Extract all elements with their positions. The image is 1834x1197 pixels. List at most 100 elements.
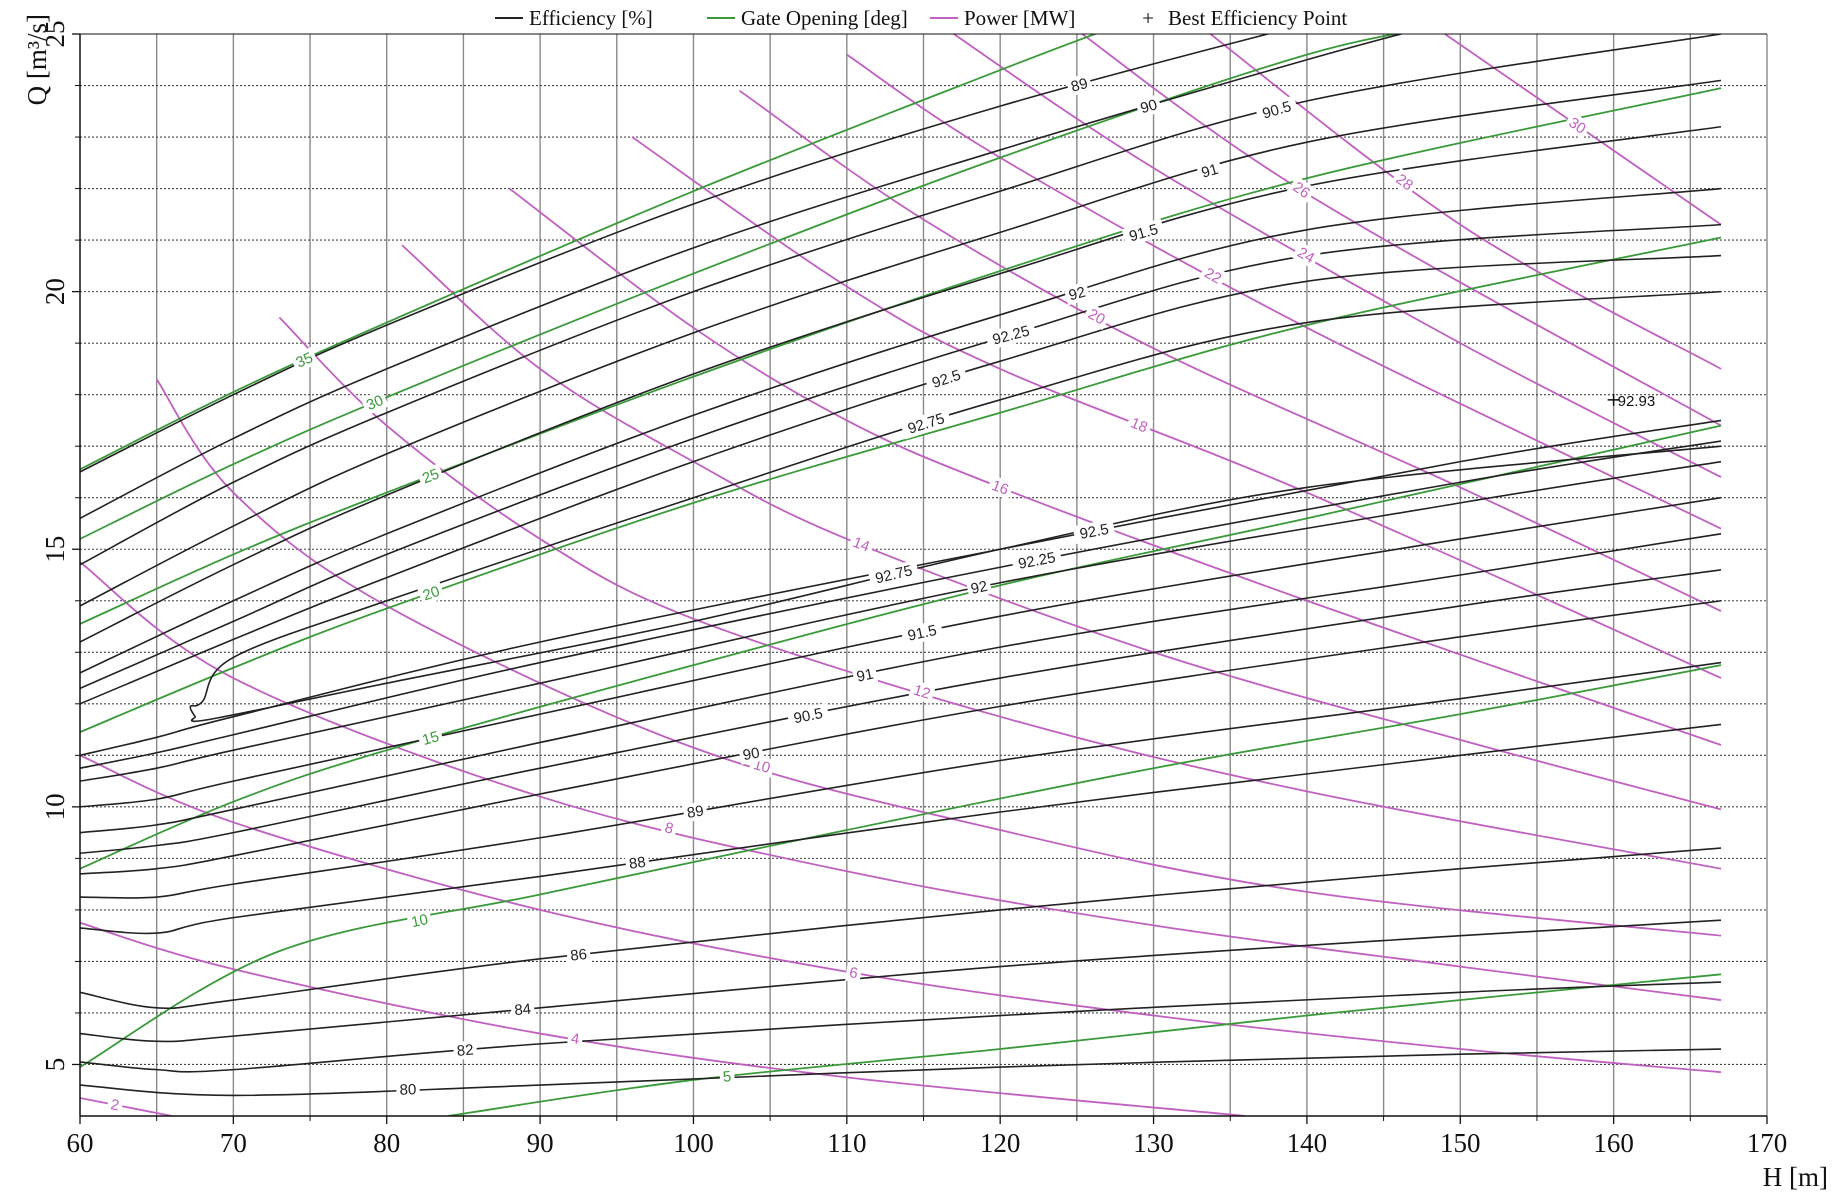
power-label-26: 26 — [1290, 179, 1313, 203]
power-label-4: 4 — [570, 1030, 581, 1048]
gate-label-5-wrap: 5 — [718, 1066, 736, 1087]
power-label-30-bg — [1562, 111, 1593, 140]
gate-label-20: 20 — [421, 583, 442, 605]
efficiency-label-91-bg — [851, 663, 879, 687]
efficiency-label-92.25: 92.25 — [1017, 549, 1057, 573]
x-tick-label: 160 — [1593, 1128, 1634, 1158]
best-efficiency-point-label: 92.93 — [1618, 393, 1656, 410]
power-label-24-bg — [1291, 241, 1321, 269]
efficiency-label-90.5-bg — [1254, 95, 1299, 125]
power-line-18 — [631, 136, 1722, 679]
power-label-4-wrap: 4 — [566, 1028, 584, 1049]
efficiency-label-92.25-bg — [984, 320, 1037, 351]
gate-label-5: 5 — [722, 1068, 732, 1086]
gate-label-25: 25 — [420, 466, 442, 488]
efficiency-line-89 — [80, 661, 1722, 899]
efficiency-line-92.75 — [189, 290, 1722, 718]
power-label-22: 22 — [1201, 265, 1224, 288]
efficiency-label-86-bg — [566, 944, 592, 965]
efficiency-label-88-bg — [624, 852, 651, 874]
efficiency-label-91: 91 — [855, 666, 875, 686]
gate-label-10: 10 — [410, 911, 430, 931]
efficiency-label-84-bg — [510, 999, 536, 1020]
efficiency-line-92.25 — [80, 440, 1722, 769]
efficiency-label-88: 88 — [628, 854, 647, 873]
efficiency-label-91: 91 — [1199, 161, 1220, 182]
gate-label-25-wrap: 25 — [416, 463, 445, 489]
efficiency-label-89-wrap: 89 — [682, 800, 709, 823]
gate-label-15-wrap: 15 — [416, 726, 445, 750]
efficiency-line-91 — [80, 532, 1722, 834]
power-label-26-bg — [1286, 175, 1317, 204]
efficiency-label-80-wrap: 80 — [396, 1080, 420, 1099]
efficiency-line-92.75 — [190, 445, 1722, 723]
x-tick-label: 130 — [1133, 1128, 1174, 1158]
power-line-26 — [1080, 34, 1722, 427]
efficiency-label-90.5: 90.5 — [792, 705, 824, 727]
efficiency-label-91-bg — [1196, 158, 1224, 183]
x-tick-label: 110 — [827, 1128, 867, 1158]
gate-line-5 — [447, 973, 1722, 1116]
power-label-18-bg — [1125, 412, 1154, 438]
x-tick-label: 60 — [67, 1128, 94, 1158]
x-tick-label: 150 — [1440, 1128, 1481, 1158]
power-label-30-wrap: 30 — [1562, 111, 1593, 140]
x-tick-label: 120 — [980, 1128, 1021, 1158]
efficiency-label-88-wrap: 88 — [624, 852, 651, 874]
efficiency-line-92 — [80, 187, 1722, 674]
efficiency-label-82: 82 — [456, 1041, 474, 1059]
power-label-2-bg — [106, 1094, 124, 1116]
gate-label-25-bg — [416, 463, 445, 489]
efficiency-label-92.5-bg — [1072, 518, 1116, 544]
power-label-4-bg — [566, 1028, 584, 1049]
gate-label-20-wrap: 20 — [417, 580, 446, 606]
x-tick-label: 70 — [220, 1128, 247, 1158]
power-label-8-wrap: 8 — [659, 817, 679, 839]
gate-label-35-bg — [290, 346, 319, 373]
series-layer — [80, 34, 1722, 1116]
efficiency-label-92.75-bg — [867, 559, 920, 589]
gate-label-35-wrap: 35 — [290, 346, 319, 373]
power-label-20-bg — [1082, 302, 1112, 331]
power-label-2: 2 — [109, 1096, 120, 1114]
gate-label-10-bg — [406, 909, 433, 932]
efficiency-label-90-wrap: 90 — [738, 742, 765, 765]
efficiency-label-92.5-bg — [924, 363, 969, 394]
power-label-14: 14 — [850, 534, 872, 556]
gate-label-30: 30 — [364, 392, 386, 414]
gate-line-10 — [80, 664, 1722, 1068]
power-label-24: 24 — [1294, 244, 1317, 267]
efficiency-label-92-bg — [965, 576, 993, 599]
power-label-28-wrap: 28 — [1389, 167, 1420, 197]
legend-label: Gate Opening [deg] — [741, 6, 908, 30]
y-tick-label: 25 — [40, 21, 70, 48]
legend-label: Best Efficiency Point — [1168, 6, 1347, 30]
gate-label-30-bg — [360, 389, 389, 416]
power-line-10 — [155, 378, 1722, 937]
efficiency-label-90: 90 — [741, 744, 761, 764]
gate-label-15: 15 — [420, 728, 441, 749]
legend-label: Efficiency [%] — [529, 6, 653, 30]
efficiency-label-82-wrap: 82 — [452, 1040, 478, 1061]
efficiency-label-89-bg — [1065, 73, 1093, 97]
power-line-16 — [508, 187, 1722, 746]
efficiency-line-80 — [80, 1048, 1722, 1097]
efficiency-label-91-wrap: 91 — [1196, 158, 1224, 183]
power-label-2-wrap: 2 — [106, 1094, 124, 1116]
gate-line-15 — [80, 424, 1722, 870]
power-label-16-bg — [986, 474, 1015, 500]
power-label-8: 8 — [663, 819, 675, 837]
gate-label-20-bg — [417, 580, 446, 606]
gate-label-30-wrap: 30 — [360, 389, 389, 416]
efficiency-label-91.5-bg — [1121, 218, 1166, 247]
power-line-4 — [80, 921, 1246, 1116]
gate-line-35 — [80, 34, 1098, 471]
gate-line-30 — [80, 34, 1401, 540]
gate-label-35: 35 — [293, 349, 315, 371]
gate-label-15-bg — [416, 726, 445, 750]
efficiency-label-80: 80 — [399, 1081, 416, 1099]
power-line-28 — [1209, 34, 1722, 370]
gate-label-5-bg — [718, 1066, 736, 1087]
efficiency-label-91-wrap: 91 — [851, 663, 879, 687]
